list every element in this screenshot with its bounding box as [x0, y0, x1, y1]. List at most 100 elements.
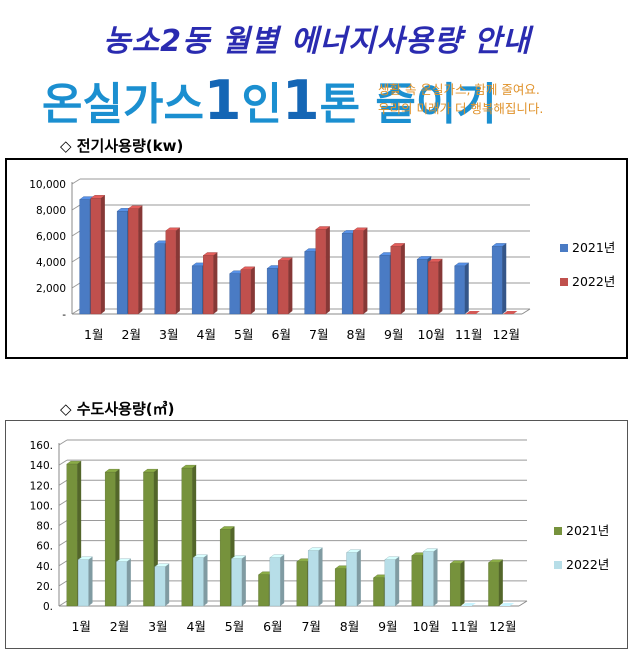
water-grid-diag — [58, 479, 68, 486]
water-y-tick-label: 140. — [30, 460, 53, 472]
water-bar — [230, 555, 247, 607]
water-y-tick-label: 40. — [36, 561, 53, 573]
campaign-banner: 온실가스1인1톤 줄이기 — [42, 68, 497, 132]
banner-part3: 톤 줄이기 — [319, 79, 497, 130]
water-grid-diag — [58, 459, 68, 466]
elec-bar — [352, 227, 368, 315]
elec-legend-label: 2021년 — [572, 240, 615, 255]
elec-grid-diag — [71, 204, 81, 211]
elec-x-tick-label: 8월 — [347, 327, 366, 342]
water-x-axis-depth — [518, 600, 528, 607]
water-section-title: ◇ 수도사용량(㎥) — [60, 400, 175, 418]
elec-x-tick-label: 1월 — [84, 327, 103, 342]
water-y-tick-label: 80. — [36, 521, 53, 533]
water-x-tick-label: 5월 — [225, 619, 244, 634]
water-y-tick-label: 100. — [30, 500, 53, 512]
elec-x-tick-label: 6월 — [272, 327, 291, 342]
water-legend-label: 2021년 — [566, 523, 609, 538]
elec-y-tick-label: 4,000 — [36, 257, 66, 269]
elec-bar — [90, 195, 106, 315]
elec-x-axis-depth — [521, 308, 531, 315]
water-x-tick-label: 7월 — [301, 619, 320, 634]
water-bar — [422, 548, 439, 607]
elec-x-tick-label: 12월 — [493, 327, 520, 342]
water-x-tick-label: 9월 — [378, 619, 397, 634]
elec-grid-diag — [71, 308, 81, 315]
water-grid-diag — [58, 600, 68, 607]
water-chart: 0. 20. 40. 60. 80. 100. 120. 140. 160. 1월 2월 3월 4월 5월… — [30, 439, 609, 634]
water-y-tick-label: 20. — [36, 581, 53, 593]
slogan-line-1: 생활 속 온실가스, 함께 줄여요. — [378, 82, 540, 97]
banner-part2: 인 — [241, 79, 282, 130]
water-y-tick-label: 160. — [30, 440, 53, 452]
elec-x-tick-label: 10월 — [418, 327, 445, 342]
electricity-chart-panel: - 2,000 4,000 6,000 8,000 10,000 1월 2월 3월 4월 5월 6월 7… — [5, 158, 628, 359]
water-bar — [77, 556, 94, 607]
water-bar — [115, 558, 132, 607]
water-x-tick-label: 6월 — [263, 619, 282, 634]
elec-bar — [240, 266, 256, 315]
water-bar — [384, 556, 400, 607]
elec-legend-label: 2022년 — [572, 274, 615, 289]
electricity-chart: - 2,000 4,000 6,000 8,000 10,000 1월 2월 3월 4월 5월 6월 7… — [29, 178, 615, 342]
water-bar — [449, 560, 466, 607]
elec-bar — [491, 243, 507, 315]
elec-bar — [165, 227, 181, 315]
elec-bar — [127, 205, 143, 315]
elec-grid-diag — [71, 282, 81, 289]
slogan-line-2: 우리의 미래가 더 행복해집니다. — [378, 101, 544, 116]
elec-grid-diag — [71, 230, 81, 237]
elec-bar — [315, 226, 331, 315]
water-bar — [345, 549, 362, 607]
water-x-tick-label: 10월 — [412, 619, 439, 634]
electricity-section-title: ◇ 전기사용량(kw) — [60, 137, 184, 155]
elec-y-tick-label: 10,000 — [29, 179, 66, 191]
elec-x-tick-label: 3월 — [159, 327, 178, 342]
elec-y-tick-label: 2,000 — [36, 283, 66, 295]
water-x-tick-label: 3월 — [148, 619, 167, 634]
water-y-tick-label: 120. — [30, 480, 53, 492]
elec-grid-diag — [71, 178, 81, 185]
slogan: 생활 속 온실가스, 함께 줄여요. 우리의 미래가 더 행복해집니다. — [378, 80, 543, 118]
water-bar — [487, 559, 504, 607]
elec-y-tick-label: - — [62, 309, 66, 321]
elec-y-tick-label: 6,000 — [36, 231, 66, 243]
water-x-tick-label: 8월 — [340, 619, 359, 634]
elec-bar — [202, 252, 218, 315]
water-bar — [154, 563, 170, 607]
elec-bar — [390, 243, 406, 315]
elec-bar — [465, 311, 480, 314]
elec-y-tick-label: 8,000 — [36, 205, 66, 217]
elec-x-tick-label: 4월 — [197, 327, 216, 342]
elec-legend-swatch — [560, 244, 568, 252]
water-grid-diag — [58, 499, 68, 506]
water-x-tick-label: 2월 — [110, 619, 129, 634]
elec-x-tick-label: 5월 — [234, 327, 253, 342]
water-x-tick-label: 4월 — [186, 619, 205, 634]
water-x-tick-label: 12월 — [489, 619, 516, 634]
banner-part1: 온실가스 — [42, 79, 204, 130]
banner-one-1: 1 — [203, 69, 242, 132]
elec-bar — [277, 257, 293, 315]
elec-bar — [454, 262, 470, 315]
elec-x-tick-label: 11월 — [455, 327, 482, 342]
water-grid-diag — [58, 560, 68, 567]
water-bar — [192, 554, 209, 607]
elec-bar — [503, 311, 518, 314]
elec-bar — [427, 258, 443, 315]
water-grid-diag — [58, 580, 68, 587]
water-x-tick-label: 11월 — [451, 619, 478, 634]
water-grid-diag — [58, 520, 68, 526]
water-bar — [307, 547, 324, 607]
elec-x-tick-label: 2월 — [122, 327, 141, 342]
water-legend-swatch — [554, 527, 562, 535]
water-bar — [269, 554, 285, 607]
water-bar — [499, 603, 515, 606]
water-legend-swatch — [554, 561, 562, 569]
water-grid-diag — [58, 439, 68, 446]
water-y-tick-label: 60. — [36, 541, 53, 553]
elec-x-tick-label: 7월 — [309, 327, 328, 342]
elec-legend-swatch — [560, 278, 568, 286]
banner-one-2: 1 — [281, 69, 320, 132]
water-chart-panel: 0. 20. 40. 60. 80. 100. 120. 140. 160. 1월 2월 3월 4월 5월… — [5, 420, 628, 649]
